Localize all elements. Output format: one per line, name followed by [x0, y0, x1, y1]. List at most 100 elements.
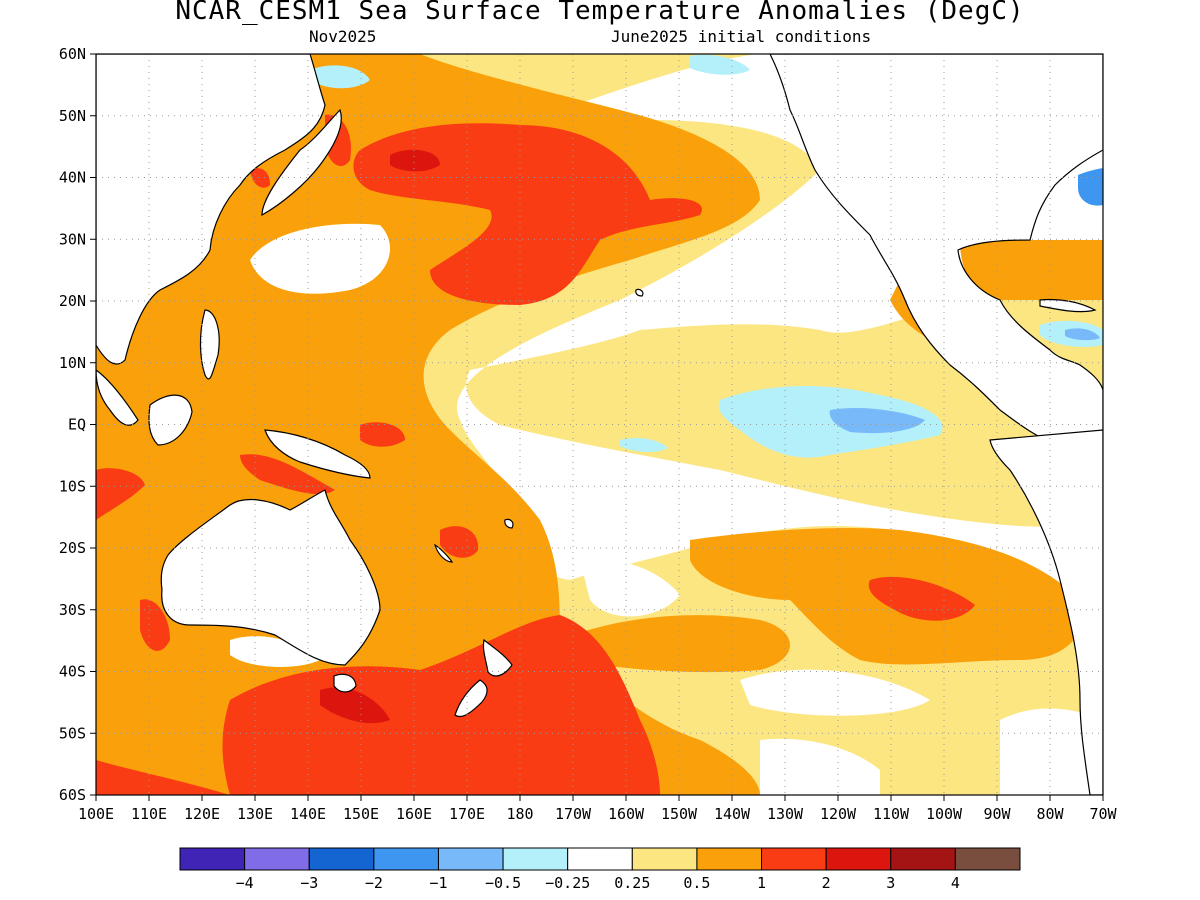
colorbar-swatch — [502, 847, 569, 871]
lon-tick-label: 110E — [131, 805, 167, 823]
anomaly-neutral-tasman — [230, 636, 320, 667]
colorbar-label: 3 — [886, 874, 895, 892]
lon-tick-label: 170W — [555, 805, 592, 823]
anomaly-hot-coral-sea — [440, 526, 479, 558]
hawaii-land — [635, 288, 644, 297]
anomaly-hot-north-pacific — [353, 123, 702, 305]
anomaly-warm-central-pacific — [560, 615, 790, 673]
anomaly-hotter-tasman — [320, 687, 390, 724]
anomaly-cooler-equatorial-east — [829, 408, 925, 434]
anomaly-cooler-caribbean — [1065, 328, 1100, 341]
forecast-month: Nov2025 — [309, 27, 377, 46]
anomaly-neutral-southeast-corner — [1000, 708, 1103, 795]
colorbar-swatch — [437, 847, 504, 871]
anomaly-cool-equatorial-east — [718, 385, 943, 458]
map-title: NCAR_CESM1 Sea Surface Temperature Anoma… — [175, 0, 1025, 26]
lon-tick-label: 150E — [343, 805, 379, 823]
australia-land — [160, 489, 381, 666]
land-masses — [96, 54, 1103, 795]
colorbar-label: −1 — [429, 874, 447, 892]
colorbar-swatch — [825, 847, 892, 871]
lon-tick-label: 140E — [290, 805, 326, 823]
lon-tick-label: 120W — [820, 805, 857, 823]
cuba-land — [1039, 298, 1097, 313]
lon-tick-label: 140W — [714, 805, 751, 823]
lon-tick-label: 170E — [449, 805, 485, 823]
anomaly-neutral-southeast — [740, 669, 930, 716]
colorbar-swatch — [244, 847, 310, 871]
lon-tick-label: 130E — [237, 805, 273, 823]
lat-tick-label: 50N — [59, 107, 86, 125]
lon-tick-label: 120E — [184, 805, 220, 823]
anomaly-cool-gulf-stream — [1078, 168, 1103, 206]
lat-tick-label: 10N — [59, 354, 86, 372]
colorbar-swatch — [631, 847, 698, 871]
lat-tick-label: 30N — [59, 230, 86, 248]
lon-tick-label: 180 — [506, 805, 533, 823]
lon-tick-label: 70W — [1089, 805, 1117, 823]
new-caledonia-land — [433, 543, 454, 563]
colorbar-label: −4 — [236, 874, 254, 892]
lat-tick-label: 60S — [59, 786, 86, 804]
lat-lon-grid — [90, 53, 1104, 801]
lat-tick-label: 20S — [59, 539, 86, 557]
lon-tick-label: 160E — [396, 805, 432, 823]
anomaly-neutral-southern — [760, 738, 880, 795]
anomaly-hot-korea — [250, 168, 270, 188]
colorbar-label: −0.5 — [485, 874, 521, 892]
anomaly-hot-equator-west — [360, 422, 405, 447]
colorbar-swatch — [890, 847, 956, 871]
tasmania-land — [333, 673, 357, 693]
colorbar: −4 −3 −2 −1 −0.5 −0.25 0.25 0.5 1 2 3 4 — [179, 847, 1021, 892]
colorbar-label: 0.5 — [683, 874, 710, 892]
philippines-land — [199, 309, 220, 380]
anomaly-cool-kamchatka — [310, 65, 370, 89]
colorbar-label: 0.25 — [614, 874, 650, 892]
lat-tick-label: 40S — [59, 663, 86, 681]
fiji-land — [504, 518, 514, 529]
latitude-labels: 60N 50N 40N 30N 20N 10N EQ 10S 20S 30S 40S 50S 60S — [59, 45, 86, 804]
lat-tick-label: 30S — [59, 601, 86, 619]
longitude-labels: 100E 110E 120E 130E 140E 150E 160E 170E 180 170W 1… — [78, 805, 1118, 823]
japan-land — [261, 108, 342, 217]
colorbar-swatch — [567, 847, 633, 871]
anomaly-hot-indian-ocean — [96, 468, 145, 520]
borneo-land — [148, 394, 193, 446]
colorbar-swatch — [761, 847, 827, 871]
map-frame — [95, 53, 1104, 796]
lon-tick-label: 100W — [926, 805, 963, 823]
asia-mainland-land — [96, 54, 326, 365]
lat-tick-label: 20N — [59, 292, 86, 310]
new-guinea-land — [264, 429, 371, 479]
lon-tick-label: 110W — [873, 805, 910, 823]
colorbar-swatch — [954, 847, 1021, 871]
lat-tick-label: 10S — [59, 477, 86, 495]
anomaly-neutral-south-pacific — [580, 559, 680, 617]
lon-tick-label: 150W — [661, 805, 698, 823]
lon-tick-label: 100E — [78, 805, 114, 823]
lon-tick-label: 80W — [1036, 805, 1064, 823]
south-america-land — [989, 429, 1103, 795]
anomaly-hotter-north-pacific — [390, 149, 440, 172]
colorbar-label: −0.25 — [545, 874, 590, 892]
lat-tick-label: 40N — [59, 169, 86, 187]
colorbar-swatch — [373, 847, 439, 871]
lon-tick-label: 160W — [608, 805, 645, 823]
anomaly-cool-south-equatorial — [620, 437, 668, 453]
lon-tick-label: 130W — [767, 805, 804, 823]
lat-tick-label: EQ — [68, 416, 86, 434]
colorbar-label: 1 — [757, 874, 766, 892]
lat-tick-label: 50S — [59, 724, 86, 742]
anomaly-hot-timor-sea — [240, 454, 335, 495]
colorbar-label: 2 — [822, 874, 831, 892]
anomaly-cool-gulf-of-alaska — [690, 54, 750, 75]
anomaly-hot-indian-south — [96, 760, 230, 795]
colorbar-swatch — [179, 847, 246, 871]
anomaly-hot-west-australia — [140, 599, 170, 651]
lon-tick-label: 90W — [983, 805, 1011, 823]
anomaly-neutral-west-pacific — [250, 223, 390, 294]
colorbar-label: 4 — [951, 874, 960, 892]
initial-conditions: June2025 initial conditions — [611, 27, 872, 46]
colorbar-label: −3 — [300, 874, 318, 892]
anomaly-hot-southern-ocean — [222, 615, 660, 795]
